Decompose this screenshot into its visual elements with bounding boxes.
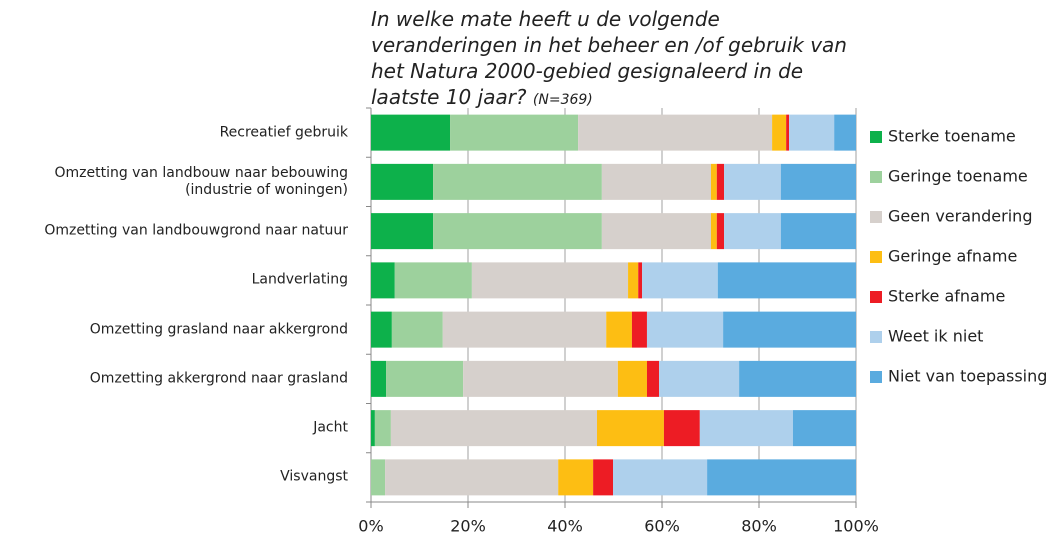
bar-segment <box>707 459 856 496</box>
bar-segment <box>710 213 717 250</box>
bar-segment <box>386 360 464 397</box>
bar-segment <box>371 262 395 299</box>
bar-segment <box>463 360 618 397</box>
bar-segment <box>390 410 598 447</box>
y-tick-label: Recreatief gebruik <box>219 124 348 141</box>
chart-title: In welke mate heeft u de volgende verand… <box>371 6 871 113</box>
x-tick-label: 20% <box>450 517 486 536</box>
bar-segment <box>792 410 856 447</box>
bar-segment <box>710 163 717 200</box>
bar-segment <box>617 360 647 397</box>
bar-segment <box>371 114 451 151</box>
y-tick-label: Jacht <box>313 419 348 436</box>
legend-swatch <box>870 331 882 343</box>
bar-segment <box>433 163 602 200</box>
y-tick-label: Omzetting akkergrond naar grasland <box>89 370 348 387</box>
legend-label: Niet van toepassing <box>888 367 1047 386</box>
x-tick-label: 60% <box>644 517 680 536</box>
bar-segment <box>699 410 793 447</box>
bar-segment <box>642 262 718 299</box>
legend-label: Sterke afname <box>888 287 1005 306</box>
bar-segment <box>391 311 443 348</box>
legend-label: Weet ik niet <box>888 327 983 346</box>
bar-segment <box>601 163 711 200</box>
bar-segment <box>717 262 856 299</box>
bar-segment <box>433 213 602 250</box>
x-tick-label: 100% <box>833 517 879 536</box>
bar-segment <box>371 311 392 348</box>
bar-segment <box>606 311 632 348</box>
legend-swatch <box>870 251 882 263</box>
bar-segment <box>613 459 708 496</box>
bar-segment <box>724 213 781 250</box>
bar-segment <box>834 114 856 151</box>
bar-segment <box>471 262 629 299</box>
title-note: (N=369) <box>532 92 593 108</box>
bar-segment <box>628 262 639 299</box>
bar-segment <box>394 262 472 299</box>
bar-segment <box>646 311 724 348</box>
bar-segment <box>723 311 856 348</box>
bar-segment <box>601 213 711 250</box>
title-text: In welke mate heeft u de volgende verand… <box>371 7 847 109</box>
bar-segment <box>780 213 856 250</box>
bar-segment <box>558 459 594 496</box>
legend-label: Geringe toename <box>888 167 1028 186</box>
bar-segment <box>371 213 434 250</box>
legend-swatch <box>870 211 882 223</box>
y-tick-label: Visvangst <box>280 468 348 485</box>
bar-segment <box>659 360 740 397</box>
bar-segment <box>374 410 391 447</box>
bar-segment <box>789 114 835 151</box>
legend-swatch <box>870 371 882 383</box>
bar-segment <box>786 114 790 151</box>
legend-swatch <box>870 131 882 143</box>
y-tick-label: Omzetting van landbouw naar bebouwing (i… <box>54 164 348 198</box>
bar-segment <box>663 410 700 447</box>
y-tick-label: Landverlating <box>251 271 348 288</box>
bar-segment <box>739 360 856 397</box>
bar-segment <box>442 311 607 348</box>
bar-segment <box>371 360 387 397</box>
x-tick-label: 40% <box>547 517 583 536</box>
bar-segment <box>631 311 647 348</box>
legend-label: Sterke toename <box>888 127 1016 146</box>
bar-segment <box>371 410 375 447</box>
bar-segment <box>716 213 725 250</box>
legend-swatch <box>870 171 882 183</box>
bar-segment <box>450 114 579 151</box>
x-tick-label: 0% <box>358 517 383 536</box>
x-tick-label: 80% <box>741 517 777 536</box>
y-tick-label: Omzetting van landbouwgrond naar natuur <box>44 222 348 239</box>
y-tick-label: Omzetting grasland naar akkergrond <box>89 321 348 338</box>
bar-segment <box>385 459 559 496</box>
bar-segment <box>724 163 781 200</box>
bar-segment <box>578 114 773 151</box>
bar-segment <box>646 360 660 397</box>
bar-segment <box>716 163 725 200</box>
bar-segment <box>371 459 386 496</box>
bar-segment <box>780 163 856 200</box>
bar-segment <box>638 262 643 299</box>
bar-segment <box>597 410 664 447</box>
legend-label: Geringe afname <box>888 247 1017 266</box>
bar-segment <box>593 459 614 496</box>
legend-label: Geen verandering <box>888 207 1032 226</box>
bar-segment <box>371 163 434 200</box>
bar-segment <box>772 114 787 151</box>
legend-swatch <box>870 291 882 303</box>
